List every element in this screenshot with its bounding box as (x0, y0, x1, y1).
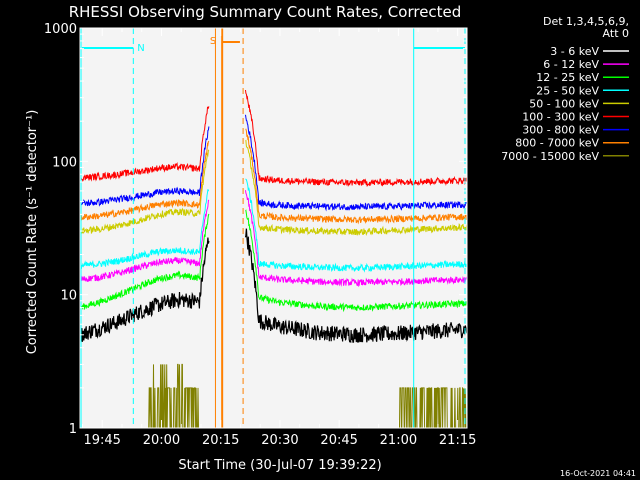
saa-marker-label: S (210, 36, 216, 47)
generated-timestamp: 16-Oct-2021 04:41 (560, 469, 636, 478)
x-tick-label: 20:15 (202, 433, 239, 448)
x-tick-label: 20:45 (320, 433, 357, 448)
legend-entry: 25 - 50 keV (536, 84, 599, 97)
y-tick-label: 1000 (44, 22, 77, 37)
plot-area: SN (79, 28, 468, 429)
y-tick-label: 10 (60, 289, 77, 304)
legend-entry: 3 - 6 keV (550, 45, 599, 58)
x-axis-label: Start Time (30-Jul-07 19:39:22) (178, 458, 381, 473)
series-line-6 (79, 114, 468, 212)
legend-entry: 6 - 12 keV (543, 58, 599, 71)
series-line-3 (79, 178, 468, 273)
axes: 1 10 100 1000 19:45 20:00 20:15 20:30 20:45 21:00… (44, 22, 476, 448)
x-tick-label: 20:30 (261, 433, 298, 448)
series-line-5 (79, 89, 468, 188)
series-line-7 (79, 128, 468, 225)
legend-entry: 50 - 100 keV (529, 97, 599, 110)
x-tick-label: 21:00 (380, 433, 417, 448)
legend-header: Att 0 (603, 27, 629, 40)
legend-entry: 100 - 300 keV (522, 111, 599, 124)
x-tick-label: 19:45 (83, 433, 120, 448)
series-line-0 (79, 228, 468, 344)
series-line-1 (79, 190, 468, 288)
y-tick-label: 100 (52, 155, 77, 170)
night-marker-label: N (137, 43, 144, 54)
y-axis-label: Corrected Count Rate (s⁻¹ detector⁻¹) (25, 110, 40, 355)
x-tick-label: 21:15 (439, 433, 476, 448)
y-tick-label: 1 (69, 422, 77, 437)
legend-entry: 12 - 25 keV (536, 71, 599, 84)
series-line-2 (79, 209, 468, 313)
legend-entry: 800 - 7000 keV (515, 137, 599, 150)
series-line-4 (79, 139, 468, 237)
chart-title: RHESSI Observing Summary Count Rates, Co… (69, 3, 462, 21)
legend-entry: 300 - 800 keV (522, 124, 599, 137)
legend-entry: 7000 - 15000 keV (501, 150, 599, 163)
legend-header: Det 1,3,4,5,6,9, (543, 15, 629, 28)
x-tick-label: 20:00 (143, 433, 180, 448)
